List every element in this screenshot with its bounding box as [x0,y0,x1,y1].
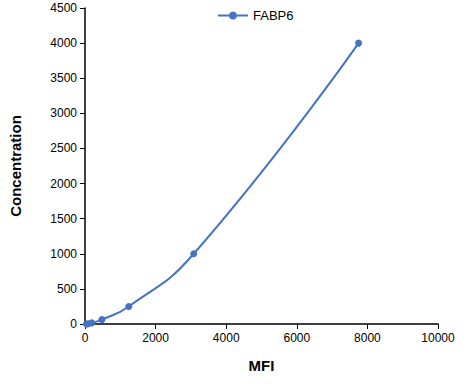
svg-text:3500: 3500 [50,71,77,85]
svg-text:0: 0 [70,317,77,331]
svg-text:1500: 1500 [50,212,77,226]
svg-text:0: 0 [82,331,89,345]
svg-text:MFI: MFI [249,357,275,374]
svg-text:3000: 3000 [50,106,77,120]
svg-text:FABP6: FABP6 [253,8,293,23]
svg-text:2000: 2000 [50,177,77,191]
svg-text:6000: 6000 [283,331,310,345]
svg-text:4000: 4000 [213,331,240,345]
svg-text:2000: 2000 [142,331,169,345]
svg-text:10000: 10000 [421,331,455,345]
svg-text:4000: 4000 [50,36,77,50]
svg-text:1000: 1000 [50,247,77,261]
svg-text:4500: 4500 [50,1,77,15]
svg-text:8000: 8000 [354,331,381,345]
svg-text:2500: 2500 [50,141,77,155]
svg-text:Concentration: Concentration [7,115,24,217]
svg-text:500: 500 [57,282,77,296]
